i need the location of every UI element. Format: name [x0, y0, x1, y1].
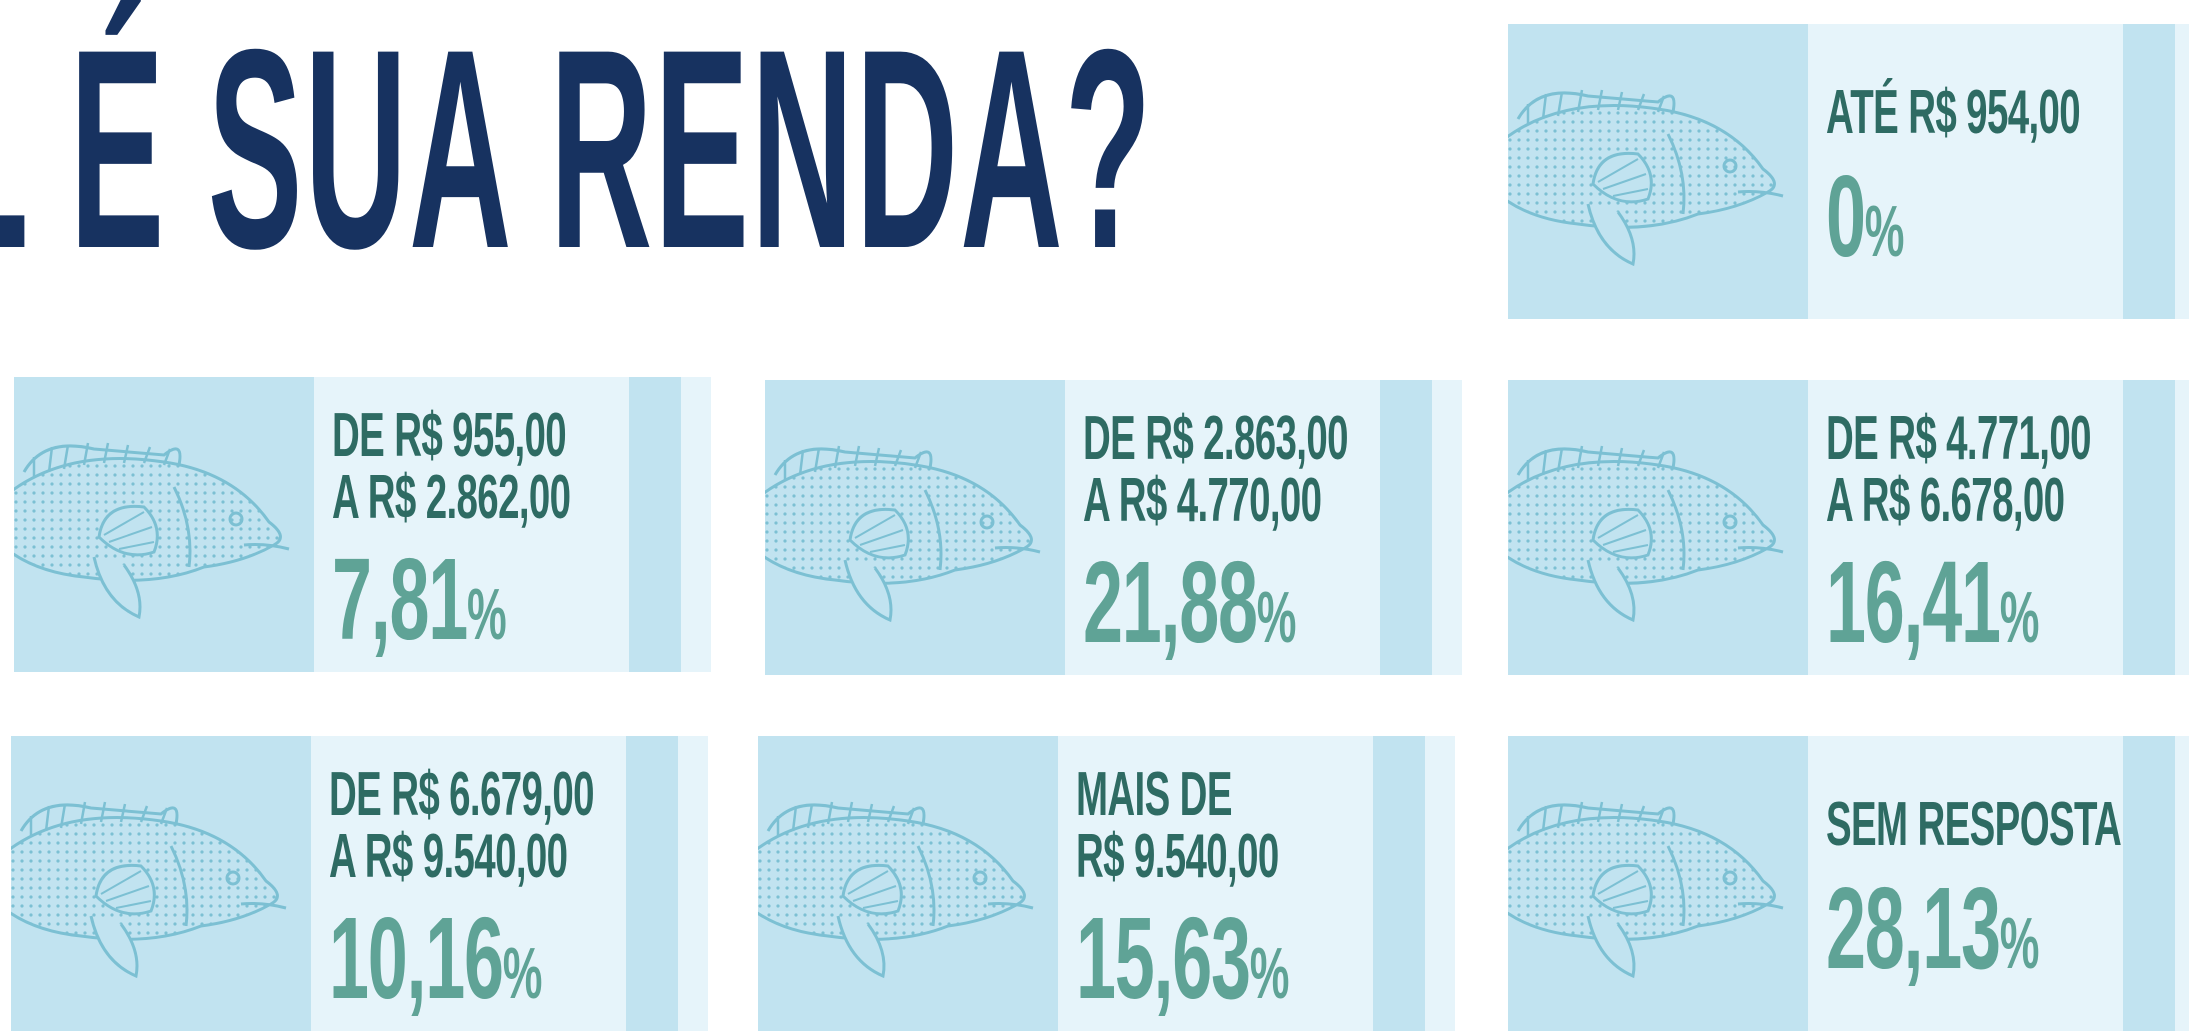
fish-panel — [1508, 24, 1808, 319]
percentage-value: 16,41 — [1826, 537, 2000, 667]
percentage-value: 7,81 — [332, 534, 467, 664]
income-card: ATÉ R$ 954,00 0% — [1508, 24, 2189, 319]
income-range: DE R$ 4.771,00 — [1826, 408, 2091, 470]
income-range: A R$ 2.862,00 — [332, 467, 570, 529]
income-range: SEM RESPOSTA — [1826, 794, 2121, 856]
income-range: DE R$ 955,00 — [332, 405, 570, 467]
percentage-value: 15,63 — [1076, 893, 1250, 1023]
fish-illustration — [1508, 430, 1798, 630]
stripe-tail — [1425, 736, 1455, 1031]
percentage: 10,16% — [329, 900, 594, 1016]
percent-sign: % — [467, 575, 507, 655]
fish-panel — [11, 736, 311, 1031]
percent-sign: % — [1257, 578, 1297, 658]
percentage: 15,63% — [1076, 900, 1289, 1016]
percentage: 16,41% — [1826, 544, 2091, 660]
income-range: A R$ 6.678,00 — [1826, 470, 2091, 532]
stripe-tail — [678, 736, 708, 1031]
fish-panel — [1508, 380, 1808, 675]
stripe — [1380, 380, 1432, 675]
percent-sign: % — [2000, 578, 2040, 658]
percent-sign: % — [2000, 904, 2040, 984]
percentage: 21,88% — [1083, 544, 1348, 660]
income-range: DE R$ 6.679,00 — [329, 764, 594, 826]
stripe-tail — [2175, 380, 2189, 675]
income-range: R$ 9.540,00 — [1076, 826, 1289, 888]
stripe — [2123, 24, 2175, 319]
title: L É SUA RENDA? — [0, 8, 1153, 292]
fish-illustration — [1508, 786, 1798, 986]
stripe — [2123, 380, 2175, 675]
income-range: ATÉ R$ 954,00 — [1826, 82, 2080, 144]
page-body: L É SUA RENDA? ATÉ R$ 954,000%DE R$ 955,… — [0, 0, 2189, 1015]
percent-sign: % — [1250, 934, 1290, 1014]
fish-panel — [1508, 736, 1808, 1031]
stripe — [629, 377, 681, 672]
fish-illustration — [11, 786, 301, 986]
fish-illustration — [1508, 74, 1798, 274]
percentage-value: 21,88 — [1083, 537, 1257, 667]
percentage-value: 0 — [1826, 151, 1865, 281]
stripe-tail — [681, 377, 711, 672]
percentage-value: 28,13 — [1826, 863, 2000, 993]
fish-panel — [14, 377, 314, 672]
percent-sign: % — [1865, 192, 1905, 272]
fish-panel — [765, 380, 1065, 675]
stripe — [1373, 736, 1425, 1031]
percentage: 28,13% — [1826, 870, 2121, 986]
page: Renda {"header": {"title": "L É SUA REND… — [0, 0, 2189, 1015]
percentage: 7,81% — [332, 541, 570, 657]
income-range: DE R$ 2.863,00 — [1083, 408, 1348, 470]
percent-sign: % — [503, 934, 543, 1014]
card-text: SEM RESPOSTA 28,13% — [1826, 794, 2121, 986]
stripe-tail — [1432, 380, 1462, 675]
percentage: 0% — [1826, 158, 2080, 274]
fish-illustration — [758, 786, 1048, 986]
income-card: SEM RESPOSTA 28,13% — [1508, 736, 2189, 1031]
fish-illustration — [14, 427, 304, 627]
income-range: A R$ 9.540,00 — [329, 826, 594, 888]
income-range: MAIS DE — [1076, 764, 1289, 826]
percentage-value: 10,16 — [329, 893, 503, 1023]
stripe — [626, 736, 678, 1031]
card-text: ATÉ R$ 954,00 0% — [1826, 82, 2080, 274]
stripe-tail — [2175, 24, 2189, 319]
stripe-tail — [2175, 736, 2189, 1031]
fish-panel — [758, 736, 1058, 1031]
stripe — [2123, 736, 2175, 1031]
income-range: A R$ 4.770,00 — [1083, 470, 1348, 532]
fish-illustration — [765, 430, 1055, 630]
